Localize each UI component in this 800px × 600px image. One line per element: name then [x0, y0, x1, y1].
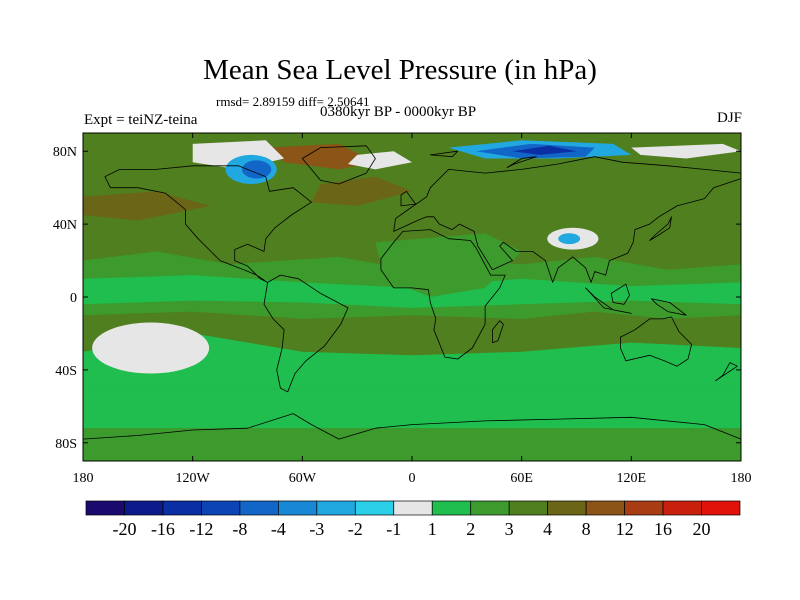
coast-new-guinea	[651, 298, 687, 316]
patch-white-south-pacific	[92, 322, 210, 374]
y-tick-label: 80S	[55, 437, 77, 452]
colorbar-label: 12	[616, 519, 634, 539]
colorbar-box	[662, 500, 702, 516]
x-tick-label: 180	[731, 471, 752, 486]
coast-japan	[649, 216, 672, 241]
pressure-field	[83, 133, 741, 461]
coast-indonesia	[585, 287, 632, 314]
patch-cyan-tibet	[558, 233, 581, 245]
colorbar-label: -1	[386, 519, 401, 539]
colorbar-label: 16	[654, 519, 672, 539]
patch-blue-hudson	[242, 160, 272, 179]
colorbar-label: -16	[151, 519, 175, 539]
band-2-equatorial	[83, 275, 741, 308]
band-12-greenland	[265, 143, 376, 170]
colorbar-box	[585, 500, 625, 516]
coast-south-america	[263, 274, 349, 393]
x-tick-label: 180	[73, 471, 94, 486]
chart-title: Mean Sea Level Pressure (in hPa)	[203, 54, 597, 86]
coast-uk	[400, 190, 417, 207]
colorbar-label: 1	[428, 519, 437, 539]
colorbar-label: 2	[466, 519, 475, 539]
colorbar-label: -2	[348, 519, 363, 539]
band-2-southern-ocean	[83, 388, 741, 429]
coast-greenland	[301, 145, 376, 185]
band-3-antarctica	[83, 428, 741, 461]
x-tick-label: 120E	[617, 471, 647, 486]
x-tick-label: 60W	[289, 471, 317, 486]
colorbar-label: -20	[112, 519, 136, 539]
season-label: DJF	[716, 110, 742, 126]
patch-white-east-siberia	[631, 143, 741, 159]
stats-text: rmsd= 2.89159 diff= 2.50641	[216, 94, 370, 109]
colorbar-box	[85, 500, 125, 516]
colorbar-box	[124, 500, 164, 516]
band-4-asia	[485, 165, 668, 215]
experiment-text: Expt = teiNZ-teina	[84, 112, 198, 128]
colorbar-box	[354, 500, 395, 516]
band-3-africa	[375, 233, 522, 297]
colorbar-label: -3	[309, 519, 324, 539]
period-text: 0380kyr BP - 0000kyr BP	[320, 104, 477, 120]
coast-eurasia	[393, 156, 742, 283]
colorbar-box	[547, 500, 587, 516]
band-2-south	[83, 333, 741, 389]
coast-svalbard	[429, 150, 459, 158]
colorbar-box	[393, 500, 433, 516]
y-tick-label: 40S	[55, 364, 77, 379]
colorbar-label: 3	[505, 519, 514, 539]
coast-new-zealand	[715, 362, 738, 382]
y-tick-label: 40N	[53, 218, 77, 233]
colorbar-box	[201, 500, 241, 516]
coast-north-america	[104, 165, 312, 283]
coast-africa	[380, 229, 506, 360]
colorbar-box	[470, 500, 510, 516]
coast-madagascar	[491, 320, 504, 344]
patch-darkblue-siberia	[512, 145, 577, 155]
colorbar-box	[316, 500, 356, 516]
colorbar-box	[162, 500, 202, 516]
colorbar-box	[239, 500, 279, 516]
colorbar-box	[508, 500, 548, 516]
x-tick-label: 60E	[510, 471, 533, 486]
colorbar-label: -8	[232, 519, 247, 539]
band-8-north-atlantic	[311, 176, 412, 206]
colorbar-label: 4	[543, 519, 552, 539]
y-tick-label: 80N	[53, 145, 77, 160]
colorbar-box	[701, 500, 741, 516]
colorbar-box	[431, 500, 472, 516]
axis-ticks: 180 120W 60W 0 60E 120E 180 80N 40N 0 40S 80S	[53, 133, 752, 486]
y-tick-label: 0	[70, 291, 77, 306]
colorbar-label: -4	[271, 519, 286, 539]
patch-white-greenland-sea	[348, 151, 412, 170]
colorbar-label: 8	[582, 519, 591, 539]
coast-australia	[620, 316, 692, 367]
x-tick-label: 0	[409, 471, 416, 486]
coast-borneo	[610, 283, 630, 305]
coast-novaya-zemlya	[506, 156, 537, 169]
x-tick-label: 120W	[176, 471, 211, 486]
colorbar-box	[278, 500, 318, 516]
colorbar-label: 20	[693, 519, 711, 539]
band-8-north-pacific	[83, 191, 211, 221]
colorbar: -20 -16 -12 -8 -4 -3 -2 -1 1 2 3 4 8 12 16 20	[85, 500, 741, 539]
colorbar-label: -12	[189, 519, 213, 539]
colorbar-box	[624, 500, 664, 516]
